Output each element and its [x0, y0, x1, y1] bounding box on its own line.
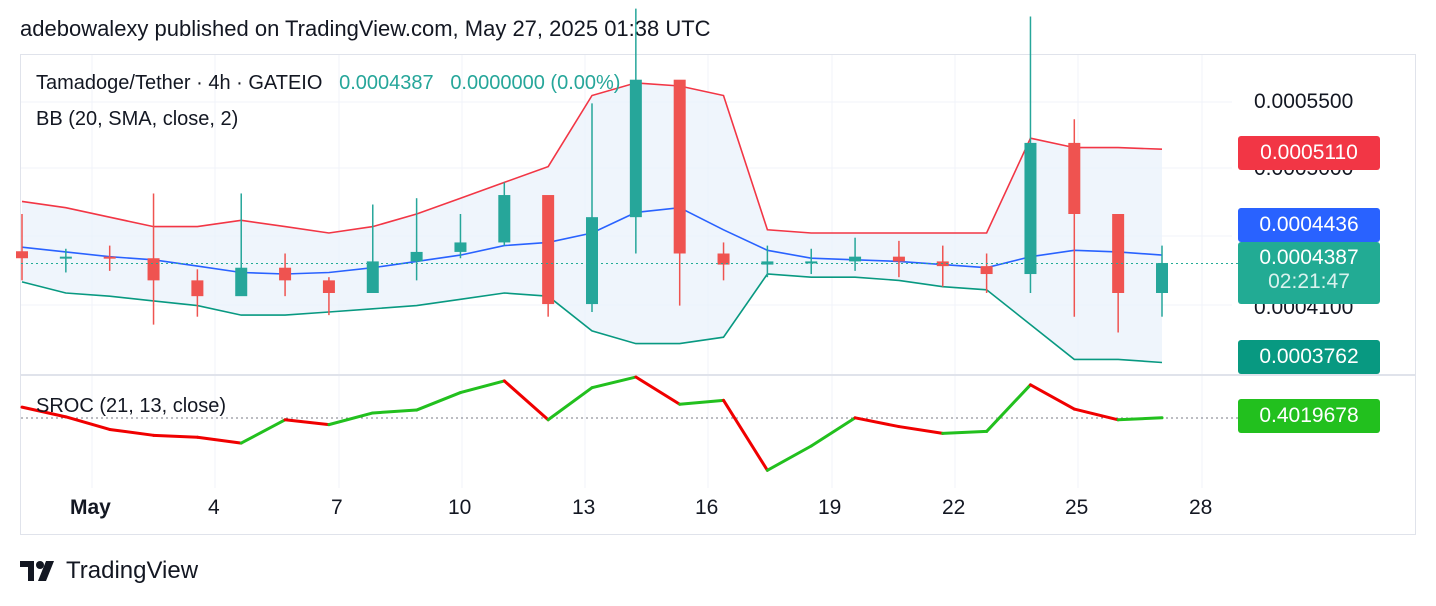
sroc-segment-17 [722, 398, 769, 472]
candle-body-26 [1156, 262, 1168, 293]
candle-body-13 [586, 217, 598, 305]
bb-upper-price-box: 0.0005110 [1238, 136, 1380, 170]
sroc-segment-22 [941, 429, 989, 435]
candle-body-22 [980, 266, 993, 275]
candle-body-19 [849, 256, 862, 262]
candles-group [16, 8, 1168, 333]
time-label-19: 19 [818, 496, 842, 519]
sroc-segment-18 [765, 444, 813, 472]
last-price-box: 0.0004387 02:21:47 [1238, 242, 1380, 304]
candle-body-25 [1112, 214, 1125, 293]
price-tick-1: 0.0005500 [1254, 90, 1354, 113]
time-label-25: 25 [1065, 496, 1089, 519]
candle-body-3 [147, 258, 160, 281]
time-label-28: 28 [1189, 496, 1213, 519]
sroc-segment-25 [1072, 407, 1120, 422]
footer-brand[interactable]: TradingView [20, 557, 198, 585]
tradingview-logo-icon [20, 561, 54, 581]
sroc-segment-15 [634, 375, 682, 406]
candle-body-11 [498, 195, 511, 243]
chart-frame[interactable] [20, 54, 1416, 535]
symbol-title: Tamadoge/Tether · 4h · GATEIO [36, 72, 323, 94]
sroc-segment-5 [195, 435, 243, 445]
publish-header: adebowalexy published on TradingView.com… [20, 16, 711, 41]
price-change-text: 0.0000000 (0.00%) [450, 72, 621, 94]
sroc-segment-11 [458, 379, 506, 395]
candle-body-1 [59, 256, 72, 259]
sroc-segment-13 [546, 386, 594, 422]
sroc-segment-10 [415, 391, 462, 412]
sroc-segment-8 [327, 411, 375, 427]
sroc-segment-16 [678, 398, 726, 406]
sroc-segment-26 [1116, 416, 1164, 422]
time-label-16: 16 [695, 496, 719, 519]
bb-basis-price-box: 0.0004436 [1238, 208, 1380, 242]
candle-body-9 [410, 251, 423, 262]
sroc-segment-2 [64, 415, 112, 431]
sroc-segment-23 [985, 383, 1032, 433]
bb-lower-price-box: 0.0003762 [1238, 340, 1380, 374]
footer-brand-text: TradingView [66, 557, 199, 584]
sroc-segment-19 [809, 416, 857, 448]
candle-body-0 [16, 251, 28, 259]
sroc-segment-12 [502, 379, 550, 422]
bar-countdown: 02:21:47 [1268, 270, 1350, 293]
last-price-value: 0.0004387 [1259, 246, 1359, 269]
candle-body-16 [717, 253, 730, 265]
candle-body-2 [103, 256, 116, 259]
sroc-segment-24 [1028, 383, 1076, 411]
sroc-legend[interactable]: SROC (21, 13, close) [36, 395, 227, 417]
time-label-may: May [70, 496, 111, 519]
candle-body-14 [629, 79, 642, 218]
bb-legend[interactable]: BB (20, SMA, close, 2) [36, 108, 239, 130]
bb-lower-line [21, 273, 1163, 364]
time-label-22: 22 [942, 496, 966, 519]
sroc-segment-1 [20, 405, 68, 419]
sroc-segment-6 [239, 418, 287, 445]
sroc-segment-9 [371, 408, 419, 415]
sroc-segment-4 [152, 433, 199, 439]
sroc-segment-3 [108, 427, 156, 437]
candle-body-23 [1024, 142, 1037, 275]
sroc-segment-14 [590, 375, 638, 390]
candle-body-12 [542, 195, 555, 305]
candle-body-4 [191, 280, 204, 297]
candle-body-8 [366, 261, 379, 293]
sroc-line-group [20, 375, 1164, 472]
sroc-value-box: 0.4019678 [1238, 399, 1380, 433]
symbol-legend[interactable]: Tamadoge/Tether · 4h · GATEIO 0.0004387 … [36, 72, 620, 95]
bb-upper-line [21, 82, 1163, 234]
time-label-7: 7 [331, 496, 343, 519]
sroc-segment-7 [283, 418, 331, 427]
candle-body-7 [322, 280, 335, 293]
candle-body-5 [235, 267, 248, 297]
candle-body-24 [1068, 142, 1081, 214]
candle-body-6 [279, 267, 292, 281]
candle-body-15 [673, 79, 686, 254]
candle-body-18 [805, 261, 818, 264]
candle-body-20 [892, 256, 905, 262]
sroc-segment-20 [853, 416, 901, 429]
last-price-text: 0.0004387 [339, 72, 434, 94]
sroc-segment-21 [897, 425, 945, 435]
candle-body-10 [454, 242, 467, 252]
time-label-10: 10 [448, 496, 472, 519]
time-label-13: 13 [572, 496, 596, 519]
time-label-4: 4 [208, 496, 220, 519]
